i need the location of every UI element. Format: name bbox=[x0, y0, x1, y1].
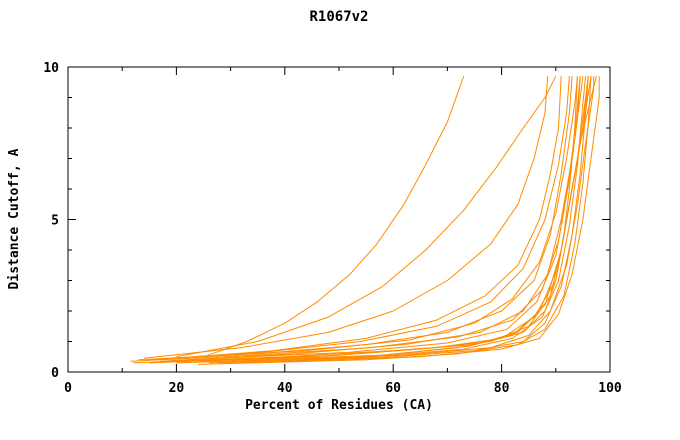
model-curve-08 bbox=[143, 76, 549, 359]
y-tick-label: 5 bbox=[51, 214, 59, 229]
y-tick-label: 10 bbox=[43, 61, 59, 76]
model-curve-09 bbox=[203, 76, 465, 358]
model-curve-06 bbox=[138, 76, 573, 361]
chart-title: R1067v2 bbox=[309, 9, 368, 25]
model-curve-20 bbox=[130, 76, 581, 362]
model-curve-11 bbox=[219, 76, 589, 364]
x-tick-label: 40 bbox=[277, 381, 293, 396]
x-tick-label: 100 bbox=[598, 381, 622, 396]
x-axis-label: Percent of Residues (CA) bbox=[245, 398, 433, 413]
model-curve-12 bbox=[230, 76, 595, 362]
y-tick-label: 0 bbox=[51, 366, 59, 381]
plot-content: 0 20 40 60 80 100 0 5 10 bbox=[43, 61, 622, 396]
model-curve-10 bbox=[176, 75, 557, 358]
x-tick-label: 0 bbox=[64, 381, 72, 396]
model-curve-17 bbox=[170, 76, 578, 359]
model-curve-13 bbox=[187, 76, 581, 361]
model-curve-15 bbox=[208, 76, 587, 364]
model-curve-03 bbox=[165, 76, 589, 362]
model-curve-01 bbox=[132, 76, 578, 364]
model-curve-18 bbox=[241, 76, 600, 364]
x-tick-label: 80 bbox=[494, 381, 510, 396]
model-curve-16 bbox=[149, 76, 570, 361]
model-curve-07 bbox=[154, 76, 562, 361]
x-tick-label: 60 bbox=[385, 381, 401, 396]
x-tick-label: 20 bbox=[169, 381, 185, 396]
model-curve-02 bbox=[149, 76, 589, 364]
model-curve-19 bbox=[198, 76, 592, 365]
y-axis-label: Distance Cutoff, A bbox=[7, 148, 22, 289]
